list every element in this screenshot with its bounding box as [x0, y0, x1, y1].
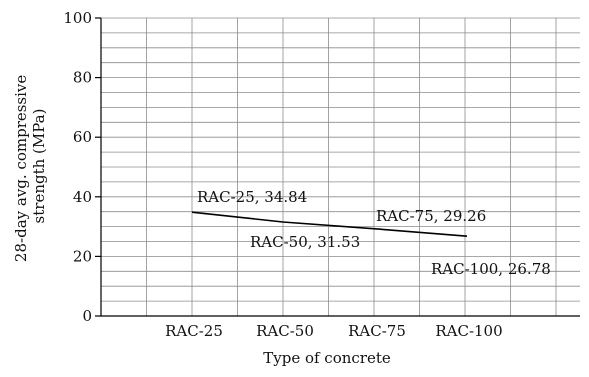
x-tick-label: RAC-25 — [165, 322, 223, 340]
data-label: RAC-25, 34.84 — [197, 188, 307, 206]
data-label: RAC-75, 29.26 — [376, 207, 486, 225]
x-axis-title: Type of concrete — [263, 349, 391, 367]
y-tick-label: 60 — [73, 128, 92, 146]
series — [191, 211, 468, 237]
y-tick-label: 40 — [73, 188, 92, 206]
y-tick-label: 100 — [63, 9, 92, 27]
y-tick-label: 80 — [73, 69, 92, 87]
y-axis-title-line-2: strength (MPa) — [30, 109, 48, 224]
grid — [101, 17, 580, 317]
series-line — [191, 211, 468, 237]
y-axis-title-line-1: 28-day avg. compressive — [12, 75, 30, 262]
y-axis-title: 28-day avg. compressive strength (MPa) — [12, 70, 48, 262]
data-labels: RAC-25, 34.84 RAC-50, 31.53 RAC-75, 29.26 R… — [197, 188, 551, 278]
x-tick-labels: RAC-25 RAC-50 RAC-75 RAC-100 — [165, 322, 503, 340]
data-label: RAC-50, 31.53 — [250, 233, 360, 251]
data-label: RAC-100, 26.78 — [431, 260, 551, 278]
y-tick-label: 20 — [73, 247, 92, 265]
y-tick-labels: 0 20 40 60 80 100 — [63, 9, 92, 325]
y-tick-label: 0 — [82, 307, 92, 325]
x-tick-label: RAC-100 — [435, 322, 502, 340]
x-tick-label: RAC-75 — [348, 322, 406, 340]
x-tick-label: RAC-50 — [256, 322, 314, 340]
axes — [95, 17, 580, 317]
